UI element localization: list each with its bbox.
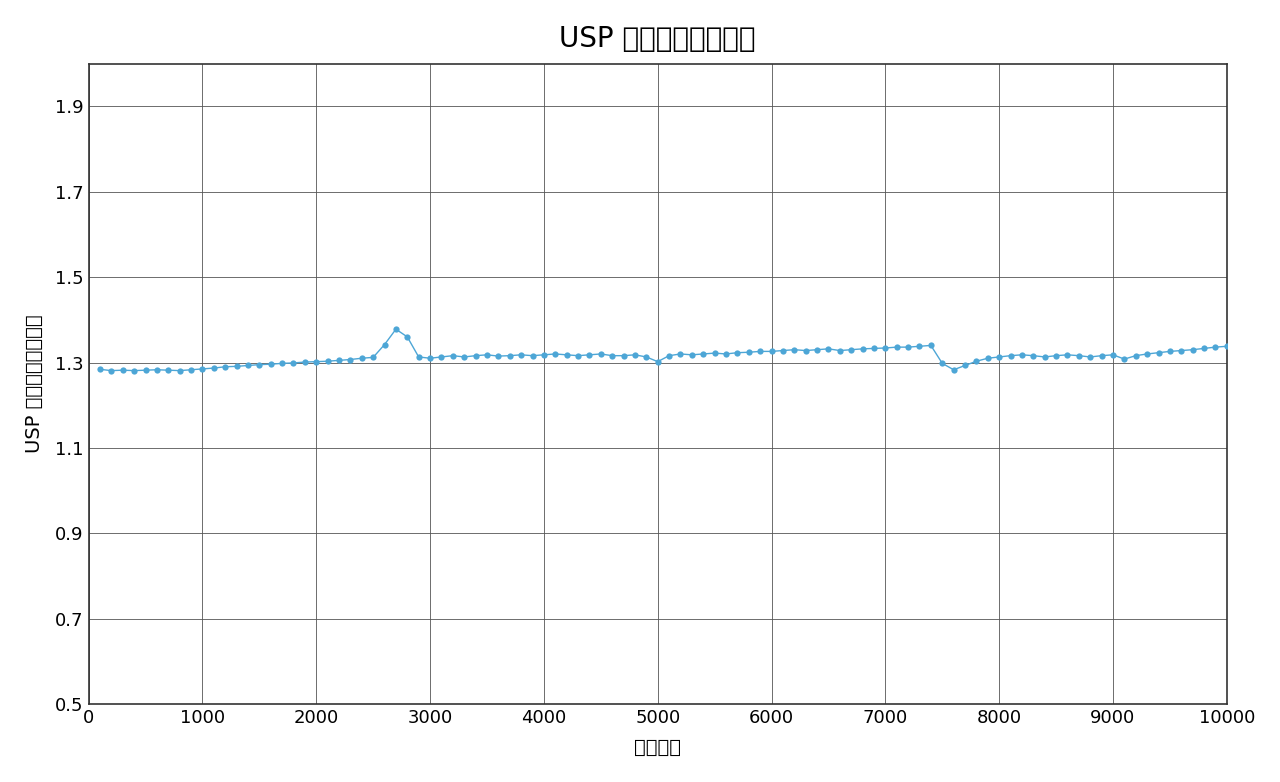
Title: USP 法テーリング係数: USP 法テーリング係数 (559, 25, 756, 53)
X-axis label: 注入回数: 注入回数 (634, 738, 681, 757)
Y-axis label: USP 法テーリング係数: USP 法テーリング係数 (26, 314, 44, 453)
